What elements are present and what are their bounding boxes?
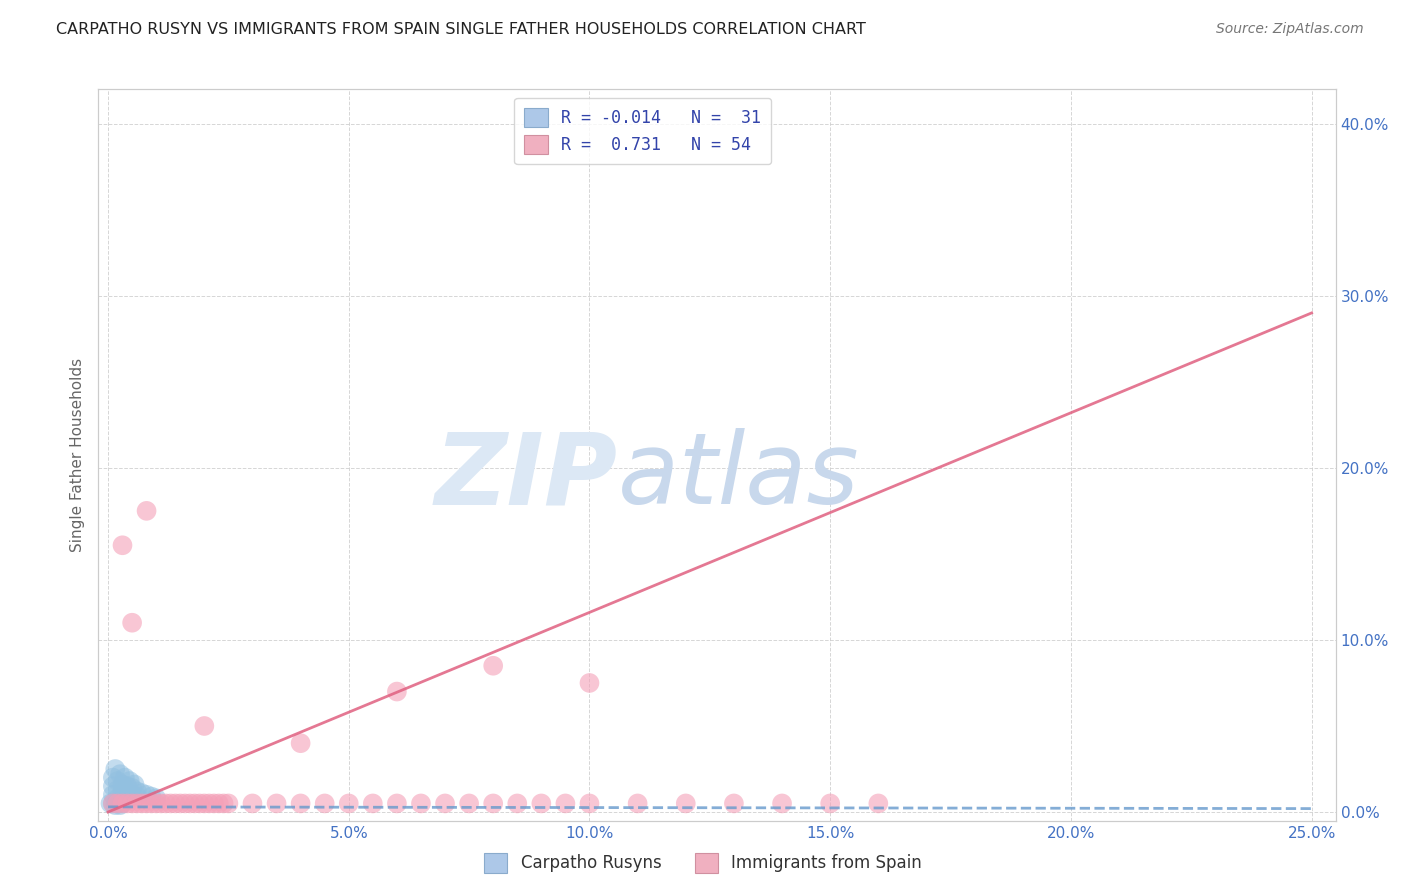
Point bbox=[290, 736, 312, 750]
Point bbox=[723, 797, 745, 811]
Point bbox=[554, 797, 576, 811]
Point bbox=[101, 797, 124, 811]
Point bbox=[121, 780, 143, 795]
Point bbox=[159, 797, 181, 811]
Point bbox=[125, 789, 148, 804]
Point bbox=[385, 797, 408, 811]
Point bbox=[107, 774, 129, 789]
Point bbox=[188, 797, 211, 811]
Point bbox=[290, 797, 312, 811]
Point bbox=[217, 797, 239, 811]
Point bbox=[868, 797, 890, 811]
Point bbox=[135, 788, 157, 802]
Point bbox=[179, 797, 201, 811]
Point bbox=[108, 767, 131, 781]
Point bbox=[104, 798, 127, 813]
Point bbox=[104, 762, 127, 776]
Point bbox=[111, 784, 134, 798]
Point bbox=[409, 797, 432, 811]
Point bbox=[135, 504, 157, 518]
Point bbox=[111, 538, 134, 552]
Point bbox=[111, 797, 134, 811]
Point bbox=[212, 797, 235, 811]
Text: CARPATHO RUSYN VS IMMIGRANTS FROM SPAIN SINGLE FATHER HOUSEHOLDS CORRELATION CHA: CARPATHO RUSYN VS IMMIGRANTS FROM SPAIN … bbox=[56, 22, 866, 37]
Point bbox=[174, 797, 197, 811]
Text: atlas: atlas bbox=[619, 428, 859, 525]
Point bbox=[193, 719, 215, 733]
Text: ZIP: ZIP bbox=[434, 428, 619, 525]
Point bbox=[135, 797, 157, 811]
Point bbox=[314, 797, 336, 811]
Point bbox=[458, 797, 481, 811]
Point bbox=[165, 797, 187, 811]
Point bbox=[125, 797, 148, 811]
Point bbox=[482, 797, 505, 811]
Point bbox=[361, 797, 384, 811]
Point bbox=[101, 779, 124, 793]
Point bbox=[118, 774, 141, 789]
Text: Source: ZipAtlas.com: Source: ZipAtlas.com bbox=[1216, 22, 1364, 37]
Point bbox=[578, 797, 600, 811]
Point bbox=[114, 771, 136, 785]
Point bbox=[107, 782, 129, 797]
Point bbox=[155, 797, 177, 811]
Point bbox=[530, 797, 553, 811]
Point bbox=[107, 797, 129, 811]
Point bbox=[145, 797, 167, 811]
Point bbox=[107, 791, 129, 805]
Point bbox=[150, 797, 173, 811]
Point bbox=[101, 788, 124, 802]
Point bbox=[100, 797, 122, 811]
Point bbox=[141, 789, 163, 804]
Point bbox=[117, 786, 139, 800]
Point bbox=[183, 797, 205, 811]
Point bbox=[818, 797, 841, 811]
Point bbox=[578, 676, 600, 690]
Point bbox=[208, 797, 231, 811]
Point bbox=[111, 791, 134, 805]
Point bbox=[385, 684, 408, 698]
Point bbox=[198, 797, 221, 811]
Point bbox=[108, 798, 131, 813]
Point bbox=[121, 615, 143, 630]
Point bbox=[125, 784, 148, 798]
Point bbox=[145, 791, 167, 805]
Point bbox=[675, 797, 697, 811]
Point bbox=[242, 797, 264, 811]
Legend: Carpatho Rusyns, Immigrants from Spain: Carpatho Rusyns, Immigrants from Spain bbox=[477, 847, 929, 880]
Point bbox=[131, 797, 153, 811]
Point bbox=[111, 797, 134, 811]
Point bbox=[124, 777, 146, 791]
Point bbox=[169, 797, 191, 811]
Point bbox=[482, 658, 505, 673]
Point bbox=[121, 797, 143, 811]
Point bbox=[506, 797, 529, 811]
Point bbox=[266, 797, 288, 811]
Point bbox=[117, 797, 139, 811]
Point bbox=[434, 797, 457, 811]
Point bbox=[770, 797, 793, 811]
Point bbox=[117, 793, 139, 807]
Point bbox=[627, 797, 650, 811]
Point bbox=[101, 771, 124, 785]
Legend: R = -0.014   N =  31, R =  0.731   N = 54: R = -0.014 N = 31, R = 0.731 N = 54 bbox=[515, 97, 770, 164]
Point bbox=[121, 788, 143, 802]
Point bbox=[107, 797, 129, 811]
Point bbox=[117, 779, 139, 793]
Y-axis label: Single Father Households: Single Father Households bbox=[70, 358, 86, 552]
Point bbox=[193, 797, 215, 811]
Point bbox=[141, 797, 163, 811]
Point bbox=[111, 777, 134, 791]
Point bbox=[131, 786, 153, 800]
Point bbox=[101, 797, 124, 811]
Point bbox=[202, 797, 225, 811]
Point bbox=[337, 797, 360, 811]
